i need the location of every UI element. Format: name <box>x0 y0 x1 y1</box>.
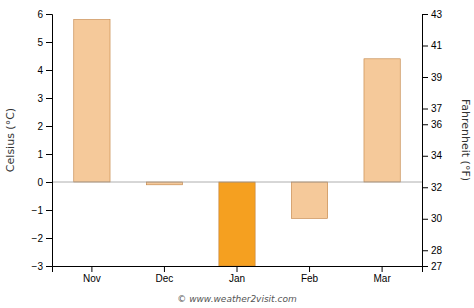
tick-mark <box>422 156 428 157</box>
tick: 30 <box>422 213 443 224</box>
tick: 1 <box>37 149 52 160</box>
tick: Mar <box>373 266 391 284</box>
tick-label: 5 <box>37 37 43 48</box>
y2-axis: 27 28 30 32 34 36 37 39 41 43 <box>422 9 443 272</box>
tick-label: Jan <box>229 273 245 284</box>
tick-label: 3 <box>37 93 43 104</box>
tick: Jan <box>229 266 245 284</box>
tick: 37 <box>422 103 443 114</box>
tick-label: Nov <box>83 273 101 284</box>
tick-mark <box>422 46 428 47</box>
axis-line <box>46 15 53 267</box>
tick-label: 0 <box>37 177 43 188</box>
tick-mark <box>46 70 52 71</box>
tick-mark <box>46 182 52 183</box>
y2-axis-title: Fahrenheit (°F) <box>459 99 472 181</box>
tick-mark <box>422 77 428 78</box>
tick: 43 <box>422 9 443 20</box>
chart: NovDecJanFebMar−3−2−10123456272830323436… <box>0 0 474 308</box>
tick-label: Feb <box>301 273 319 284</box>
tick-label: 37 <box>431 103 443 114</box>
footer: © www.weather2visit.com <box>177 294 297 304</box>
tick: 5 <box>37 37 52 48</box>
tick-mark <box>46 210 52 211</box>
tick-mark <box>46 14 52 15</box>
tick-mark <box>422 187 428 188</box>
x-axis: Nov Dec Jan Feb Mar <box>53 266 423 284</box>
zero-line <box>52 182 422 183</box>
tick: −2 <box>32 233 52 244</box>
tick-label: 4 <box>37 65 43 76</box>
tick-label: 36 <box>431 119 443 130</box>
tick: Nov <box>83 266 101 284</box>
tick-mark <box>46 266 52 267</box>
tick-label: 39 <box>431 72 443 83</box>
tick-mark <box>46 126 52 127</box>
y-axis: −3 −2 −1 0 1 2 3 4 5 6 <box>32 9 53 272</box>
tick-label: 1 <box>37 149 43 160</box>
tick-mark <box>46 98 52 99</box>
y-axis-title: Celsius (°C) <box>4 108 17 172</box>
tick-mark <box>382 266 383 272</box>
tick-label: 41 <box>431 40 443 51</box>
tick-mark <box>422 250 428 251</box>
bar <box>364 59 400 182</box>
tick-label: 2 <box>37 121 43 132</box>
bar <box>74 20 110 182</box>
axis-line <box>423 15 429 267</box>
bars <box>74 20 400 266</box>
tick-mark <box>46 154 52 155</box>
tick: 41 <box>422 40 443 51</box>
tick-mark <box>164 266 165 272</box>
tick-mark <box>91 266 92 272</box>
tick-mark <box>46 238 52 239</box>
tick-label: 28 <box>431 245 443 256</box>
tick-label: Mar <box>373 273 391 284</box>
tick-mark <box>422 266 428 267</box>
plot: NovDecJanFebMar−3−2−10123456272830323436… <box>32 9 443 284</box>
tick: 6 <box>37 9 52 20</box>
tick-mark <box>422 14 428 15</box>
tick: −1 <box>32 205 52 216</box>
tick-mark <box>422 109 428 110</box>
tick-mark <box>422 124 428 125</box>
tick: 39 <box>422 72 443 83</box>
tick-label: 6 <box>37 9 43 20</box>
tick-mark <box>46 42 52 43</box>
axis-line <box>53 267 423 273</box>
tick-label: −3 <box>32 261 44 272</box>
tick-label: −1 <box>32 205 44 216</box>
tick: 2 <box>37 121 52 132</box>
tick: 3 <box>37 93 52 104</box>
tick: 4 <box>37 65 52 76</box>
tick-label: 27 <box>431 261 443 272</box>
tick-label: 34 <box>431 150 443 161</box>
tick: 36 <box>422 119 443 130</box>
tick-label: Dec <box>156 273 174 284</box>
bar <box>219 182 255 266</box>
bar <box>291 182 327 218</box>
tick-label: −2 <box>32 233 44 244</box>
tick: 32 <box>422 182 443 193</box>
tick: Dec <box>156 266 174 284</box>
tick-label: 32 <box>431 182 443 193</box>
tick-label: 30 <box>431 213 443 224</box>
tick-mark <box>237 266 238 272</box>
tick-mark <box>309 266 310 272</box>
tick: Feb <box>301 266 319 284</box>
tick: 27 <box>422 261 443 272</box>
tick-label: 43 <box>431 9 443 20</box>
tick: −3 <box>32 261 52 272</box>
tick: 28 <box>422 245 443 256</box>
bar <box>146 182 182 185</box>
tick: 0 <box>37 177 52 188</box>
tick: 34 <box>422 150 443 161</box>
tick-mark <box>422 219 428 220</box>
